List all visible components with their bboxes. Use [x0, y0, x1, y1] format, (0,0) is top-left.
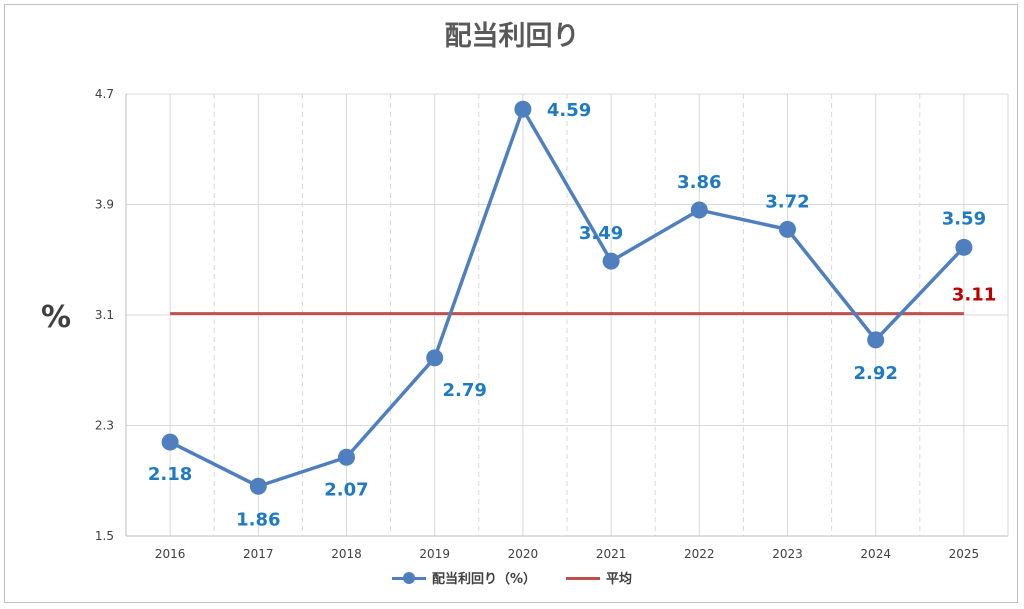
y-tick-label: 2.3: [95, 419, 114, 433]
y-tick-label: 1.5: [95, 529, 114, 543]
data-label: 2.18: [148, 464, 192, 485]
legend: 配当利回り（%） 平均: [0, 568, 1024, 587]
chart-frame: [4, 4, 1018, 603]
y-tick-label: 4.7: [95, 87, 114, 101]
data-label: 3.59: [942, 208, 986, 229]
x-tick-label: 2024: [860, 547, 891, 561]
data-label: 2.92: [853, 363, 897, 384]
data-label: 1.86: [236, 509, 280, 530]
x-tick-label: 2019: [419, 547, 450, 561]
data-point-marker: [779, 220, 796, 238]
data-point-marker: [602, 252, 620, 270]
x-tick-label: 2022: [684, 547, 715, 561]
x-tick-label: 2020: [508, 547, 539, 561]
axis-layer: 1.5 2.3 3.1 3.9 4.7 2016 2017 2018 2019 2020 2021 2…: [95, 87, 1009, 561]
data-point-marker: [955, 238, 973, 256]
data-point-marker: [514, 100, 532, 118]
data-label: 2.07: [324, 479, 368, 500]
data-label: 2.79: [442, 380, 486, 401]
data-point-marker: [161, 433, 179, 451]
x-tick-label: 2017: [243, 547, 274, 561]
x-tick-label: 2021: [596, 547, 627, 561]
x-tick-label: 2025: [949, 547, 980, 561]
y-tick-label: 3.1: [95, 308, 114, 322]
legend-swatch-line-marker: [391, 571, 426, 584]
data-point-marker: [426, 349, 444, 367]
y-axis-label: %: [40, 300, 72, 335]
legend-label-average: 平均: [606, 572, 633, 587]
legend-item-dividend-yield: 配当利回り（%）: [391, 568, 536, 587]
data-label: 4.59: [547, 100, 591, 121]
y-tick-label: 3.9: [95, 198, 114, 212]
x-tick-label: 2018: [331, 547, 362, 561]
x-tick-label: 2023: [772, 547, 803, 561]
average-data-label: 3.11: [952, 285, 996, 306]
data-label: 3.49: [579, 223, 623, 244]
data-point-marker: [867, 331, 885, 349]
data-label: 3.72: [765, 191, 809, 212]
legend-swatch-line: [566, 572, 600, 584]
legend-label-dividend-yield: 配当利回り（%）: [431, 572, 536, 587]
series-layer: [161, 100, 973, 495]
x-tick-label: 2016: [155, 547, 186, 561]
legend-item-average: 平均: [566, 568, 632, 587]
data-point-marker: [338, 448, 355, 466]
chart-title: 配当利回り: [444, 21, 580, 52]
data-label: 3.86: [677, 172, 721, 193]
data-point-marker: [690, 201, 708, 219]
series-line-dividend-yield: [169, 107, 966, 489]
label-layer: 3.11 2.18 1.86 2.07 2.79 4.59 3.49 3.86 3.72 2.92…: [148, 100, 996, 530]
data-point-marker: [249, 477, 267, 495]
